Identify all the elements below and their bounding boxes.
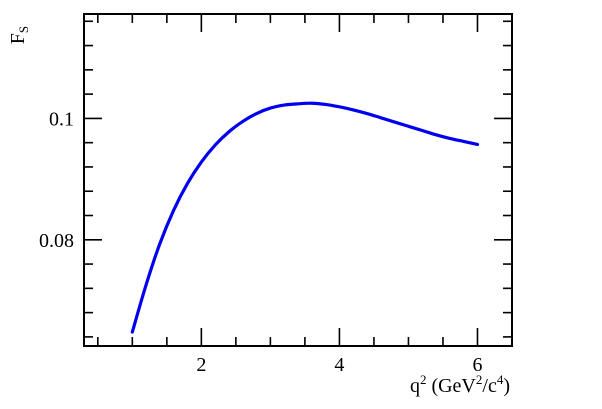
x-axis-label-q: q: [410, 375, 420, 397]
x-axis-label-q-superscript: 2: [420, 372, 427, 387]
x-tick-label: 6: [472, 354, 482, 376]
x-axis-label: q2 (GeV2/c4): [410, 372, 510, 397]
x-axis-label-unit-mid: /c: [482, 375, 497, 397]
x-axis-label-c-superscript: 4: [497, 372, 504, 387]
x-axis-label-gev-superscript: 2: [476, 372, 483, 387]
series-line: [130, 101, 480, 334]
y-tick-labels: 0.08 0.1: [39, 108, 74, 251]
x-axis-label-unit-close: ): [503, 375, 510, 397]
x-axis-label-unit-open: (GeV: [426, 375, 476, 397]
x-tick-label: 4: [334, 354, 344, 376]
x-tick-label: 2: [196, 354, 206, 376]
y-tick-label: 0.08: [39, 230, 74, 252]
y-tick-label: 0.1: [49, 108, 74, 130]
plot-frame: [83, 13, 513, 347]
y-axis-label-main: F: [7, 33, 29, 44]
y-axis-label: FS: [7, 26, 31, 44]
y-ticks: [84, 20, 512, 338]
x-tick-labels: 2 4 6: [196, 354, 482, 376]
y-axis-label-subscript: S: [16, 26, 31, 33]
x-ticks: [97, 14, 513, 346]
